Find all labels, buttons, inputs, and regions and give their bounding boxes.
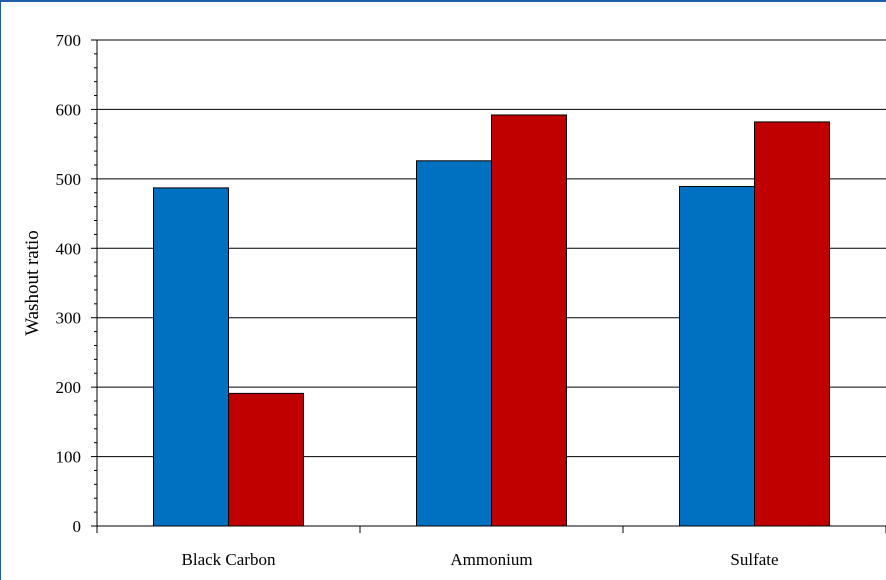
y-tick-label-300: 300 (56, 309, 82, 328)
bar-series1-sulfate (679, 185, 755, 527)
bar-series1-black-carbon (153, 187, 229, 527)
axes (91, 39, 886, 533)
y-tick-label-100: 100 (56, 448, 82, 467)
left-border-line (0, 0, 1, 580)
x-tick-label-sulfate: Sulfate (730, 550, 778, 569)
y-tick-label-600: 600 (56, 100, 82, 119)
bar-series2-black-carbon (228, 392, 304, 527)
y-tick-label-200: 200 (56, 378, 82, 397)
bar-series2-ammonium (491, 114, 567, 527)
bar-series2-sulfate (754, 121, 830, 527)
y-axis-label: Washout ratio (22, 230, 43, 336)
tick-labels: 0 100 200 300 400 500 600 700 Black Carbon Ammoni… (56, 31, 779, 569)
bar-series1-ammonium (416, 160, 492, 527)
y-tick-label-0: 0 (73, 517, 82, 536)
x-tick-label-ammonium: Ammonium (450, 550, 532, 569)
y-tick-label-700: 700 (56, 31, 82, 50)
y-tick-label-400: 400 (56, 239, 82, 258)
top-border-line (0, 0, 886, 2)
x-tick-label-black-carbon: Black Carbon (182, 550, 276, 569)
y-tick-label-500: 500 (56, 170, 82, 189)
bars (153, 114, 830, 527)
